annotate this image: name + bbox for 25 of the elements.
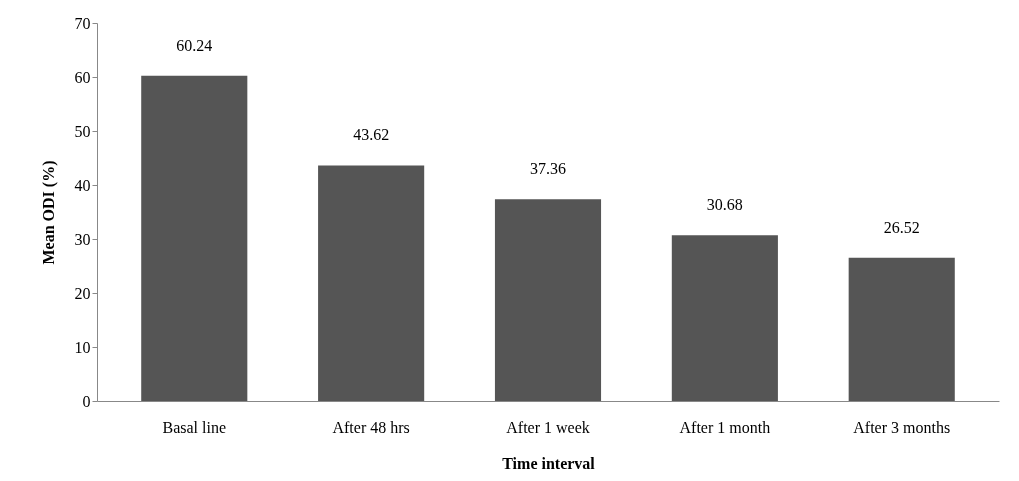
y-tick-label: 70: [74, 14, 91, 32]
bar: [318, 165, 425, 401]
data-label: 37.36: [530, 160, 566, 178]
y-tick-label: 60: [74, 68, 91, 86]
y-tick-label: 0: [82, 392, 91, 410]
data-label: 30.68: [706, 196, 743, 214]
x-axis-title: Time interval: [502, 454, 596, 472]
data-label: 60.24: [176, 36, 213, 54]
y-tick-label: 40: [74, 176, 91, 194]
x-tick-label: After 3 months: [853, 418, 951, 436]
y-tick-label: 30: [74, 230, 91, 248]
x-tick-label: After 1 month: [679, 418, 771, 436]
x-tick-label: After 48 hrs: [332, 418, 410, 436]
data-label: 43.62: [353, 126, 390, 144]
bar: [494, 199, 602, 401]
y-axis-title: Mean ODI (%): [39, 160, 58, 265]
bar: [848, 257, 955, 401]
bar: [671, 235, 778, 401]
x-tick-label: Basal line: [162, 418, 227, 436]
y-tick-label: 50: [74, 122, 91, 140]
x-tick-label: After 1 week: [506, 418, 590, 436]
bar: [141, 75, 248, 401]
y-tick-label: 20: [74, 284, 91, 302]
y-tick-label: 10: [74, 338, 91, 356]
data-label: 26.52: [883, 218, 920, 236]
